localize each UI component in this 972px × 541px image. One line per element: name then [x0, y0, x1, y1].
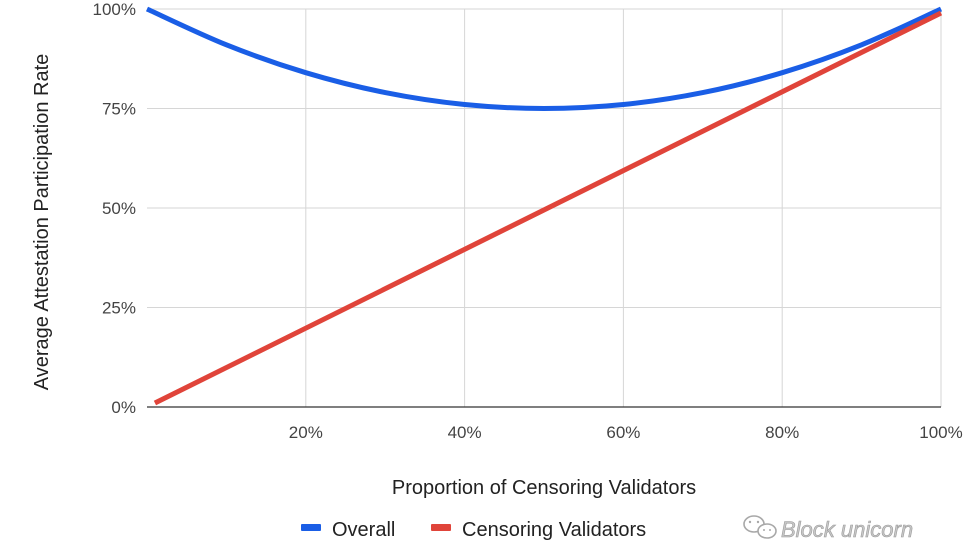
- series-line-overall: [145, 6, 943, 111]
- x-tick-label: 20%: [289, 423, 323, 442]
- x-tick-labels: 20% 40% 60% 80% 100%: [289, 423, 963, 442]
- x-axis-title: Proportion of Censoring Validators: [392, 477, 696, 499]
- y-tick-label: 25%: [102, 299, 136, 318]
- watermark: Block unicorn: [743, 515, 913, 541]
- watermark-text: Block unicorn: [781, 517, 913, 541]
- x-tick-label: 100%: [919, 423, 962, 442]
- y-tick-label: 0%: [111, 398, 136, 417]
- wechat-icon: [743, 515, 777, 539]
- y-tick-label: 75%: [102, 100, 136, 119]
- legend-swatch-overall: [301, 524, 321, 531]
- y-tick-labels: 0% 25% 50% 75% 100%: [93, 0, 136, 417]
- legend-label-censoring-validators: Censoring Validators: [462, 519, 646, 541]
- series-line-censoring-validators: [153, 10, 943, 406]
- legend: Overall Censoring Validators: [301, 519, 646, 541]
- y-tick-label: 50%: [102, 199, 136, 218]
- y-tick-label: 100%: [93, 0, 136, 19]
- legend-label-overall: Overall: [332, 519, 395, 541]
- x-tick-label: 60%: [606, 423, 640, 442]
- x-tick-label: 40%: [448, 423, 482, 442]
- y-axis-title: Average Attestation Participation Rate: [31, 54, 53, 391]
- legend-swatch-censoring-validators: [431, 524, 451, 531]
- series-lines: [145, 6, 943, 406]
- x-tick-label: 80%: [765, 423, 799, 442]
